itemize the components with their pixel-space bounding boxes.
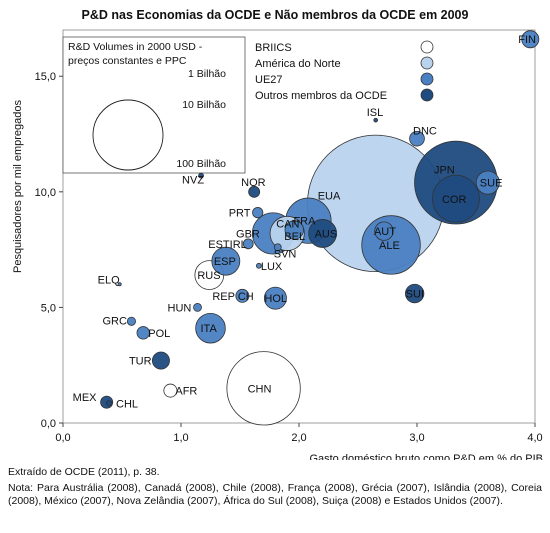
legend-label: UE27 — [255, 74, 283, 86]
point-label-rep-ch: REP CH — [212, 291, 253, 303]
point-label-gbr: GBR — [236, 228, 260, 240]
source-text: Extraído de OCDE (2011), p. 38. — [8, 466, 160, 478]
point-label-grc: GRC — [102, 315, 127, 327]
bubble-pol — [136, 326, 150, 340]
point-label-esp: ESP — [214, 256, 236, 268]
point-label-dnc: DNC — [413, 126, 437, 138]
point-label-nvz: NVZ — [182, 175, 204, 187]
y-tick-label: 10,0 — [35, 187, 56, 199]
size-legend-circle — [92, 99, 164, 171]
legend-label: América do Norte — [255, 58, 341, 70]
point-label-bel: BEL — [284, 231, 305, 243]
point-label-jpn: JPN — [434, 165, 455, 177]
point-label-eua: EUA — [318, 190, 341, 202]
y-tick-label: 15,0 — [35, 71, 56, 83]
bubble-tur — [151, 351, 170, 370]
point-label-can: CAN — [276, 218, 299, 230]
x-tick-label: 0,0 — [55, 432, 70, 444]
bubble-fin — [521, 30, 540, 49]
bubble-nvz — [198, 172, 204, 179]
legend-marker — [420, 56, 434, 70]
y-tick-label: 0,0 — [41, 418, 56, 430]
bubble-dnc — [409, 130, 425, 147]
scatter-chart: 0,0 1,0 2,0 3,0 4,0 0,0 5,0 10,0 15,0 Gasto domés… — [12, 29, 543, 460]
size-legend-title: R&D Volumes in 2000 USD - — [68, 41, 203, 53]
bubble-chn — [226, 351, 301, 426]
point-label-chl: CHL — [116, 398, 138, 410]
point-label-hol: HOL — [264, 293, 287, 305]
bubble-hol — [263, 286, 287, 310]
point-label-nor: NOR — [241, 177, 266, 189]
bubble-svn — [273, 243, 282, 252]
x-tick-label: 2,0 — [291, 432, 306, 444]
legend-label: Outros membros da OCDE — [255, 90, 387, 102]
point-label-cor: COR — [442, 194, 467, 206]
bubble-isl — [373, 117, 379, 123]
x-tick-label: 4,0 — [527, 432, 542, 444]
bubble-esp — [211, 246, 241, 276]
point-label-prt: PRT — [229, 208, 251, 220]
point-label-elq: ELQ — [98, 274, 120, 286]
point-label-ita: ITA — [201, 323, 218, 335]
note-text: Nota: Para Austrália (2008), Canadá (200… — [8, 482, 542, 507]
bubble-afr — [163, 383, 178, 398]
bubble-aut — [374, 221, 394, 241]
bubble-aus — [308, 219, 338, 248]
bubble-nor — [248, 185, 261, 198]
legend-marker — [420, 72, 434, 86]
bubble-bel — [284, 220, 304, 240]
point-label-estirl: ESTIRL — [208, 239, 247, 251]
legend-marker — [420, 88, 434, 102]
point-label-sue: SUE — [480, 178, 503, 190]
legend-marker — [420, 40, 434, 54]
x-axis-label: Gasto doméstico bruto como P&D em % do P… — [309, 453, 543, 460]
point-label-mex: MEX — [73, 392, 98, 404]
x-tick-label: 3,0 — [409, 432, 424, 444]
point-label-fin: FIN — [518, 34, 536, 46]
size-legend-label: 10 Bilhão — [182, 99, 226, 111]
point-label-afr: AFR — [175, 386, 197, 398]
point-label-rus: RUS — [197, 270, 220, 282]
size-legend-label: 1 Bilhão — [188, 68, 226, 80]
y-tick-label: 5,0 — [41, 302, 56, 314]
bubble-chl — [105, 400, 113, 407]
chart-title: P&D nas Economias da OCDE e Não membros … — [81, 8, 469, 22]
size-legend-label: 100 Bilhão — [176, 158, 226, 170]
bubble-hun — [193, 303, 202, 312]
bubble-estirl — [242, 238, 254, 250]
point-label-isl: ISL — [367, 107, 384, 119]
point-label-svn: SVN — [274, 248, 297, 260]
point-label-pol: POL — [148, 328, 170, 340]
x-tick-label: 1,0 — [173, 432, 188, 444]
point-label-ale: ALE — [379, 240, 400, 252]
bubble-rep-ch — [235, 288, 250, 303]
point-label-lux: LUX — [261, 261, 283, 273]
point-label-aus: AUS — [315, 228, 338, 240]
bubble-sui — [404, 283, 425, 304]
bubble-lux — [256, 262, 262, 269]
bubble-cor — [432, 174, 480, 223]
y-axis-label: Pesquisadores por mil empregados — [12, 99, 24, 273]
point-label-aut: AUT — [374, 226, 396, 238]
bubble-prt — [252, 207, 264, 219]
point-label-tur: TUR — [129, 356, 152, 368]
point-label-hun: HUN — [168, 302, 192, 314]
legend-label: BRIICS — [255, 42, 292, 54]
bubble-elq — [117, 282, 122, 287]
point-label-fra: FRA — [293, 216, 316, 228]
bubble-sue — [475, 170, 500, 195]
point-label-chn: CHN — [248, 383, 272, 395]
point-label-sui: SUI — [406, 289, 424, 301]
bubble-grc — [126, 316, 136, 326]
size-legend-title: preços constantes e PPC — [68, 55, 187, 67]
bubble-ita — [195, 312, 226, 344]
